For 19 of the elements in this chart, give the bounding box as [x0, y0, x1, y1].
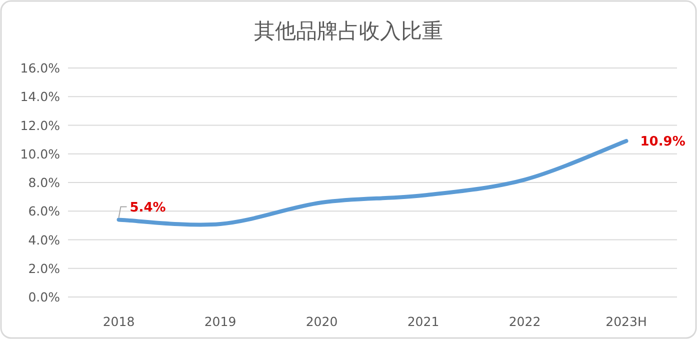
chart-title: 其他品牌占收入比重: [254, 19, 443, 43]
x-tick-label: 2022: [508, 314, 541, 329]
y-tick-label: 2.0%: [28, 260, 60, 276]
x-tick-label: 2018: [102, 314, 135, 329]
data-label: 5.4%: [130, 200, 166, 216]
y-tick-label: 10.0%: [20, 146, 60, 162]
y-tick-label: 8.0%: [28, 175, 60, 190]
x-tick-label: 2021: [407, 314, 440, 329]
y-tick-label: 12.0%: [20, 118, 60, 133]
y-tick-label: 6.0%: [28, 204, 60, 219]
y-tick-label: 14.0%: [20, 89, 60, 104]
x-tick-label: 2023H: [606, 314, 647, 329]
x-tick-label: 2020: [306, 314, 338, 329]
y-tick-label: 4.0%: [28, 232, 60, 248]
data-label: 10.9%: [640, 134, 686, 150]
x-tick-label: 2019: [204, 314, 236, 329]
y-tick-label: 16.0%: [20, 60, 60, 76]
line-series: [116, 138, 628, 227]
y-tick-label: 0.0%: [28, 290, 60, 304]
